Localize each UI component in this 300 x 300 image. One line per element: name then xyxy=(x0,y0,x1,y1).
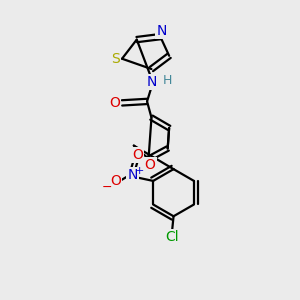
Text: S: S xyxy=(111,52,120,66)
Text: N: N xyxy=(128,168,138,182)
Text: O: O xyxy=(110,174,121,188)
Text: O: O xyxy=(109,96,120,110)
Text: O: O xyxy=(145,158,155,172)
Text: N: N xyxy=(146,75,157,89)
Text: Cl: Cl xyxy=(165,230,179,244)
Text: +: + xyxy=(134,166,144,176)
Text: H: H xyxy=(162,74,172,87)
Text: N: N xyxy=(157,24,167,38)
Text: O: O xyxy=(132,148,143,162)
Text: −: − xyxy=(101,181,112,194)
